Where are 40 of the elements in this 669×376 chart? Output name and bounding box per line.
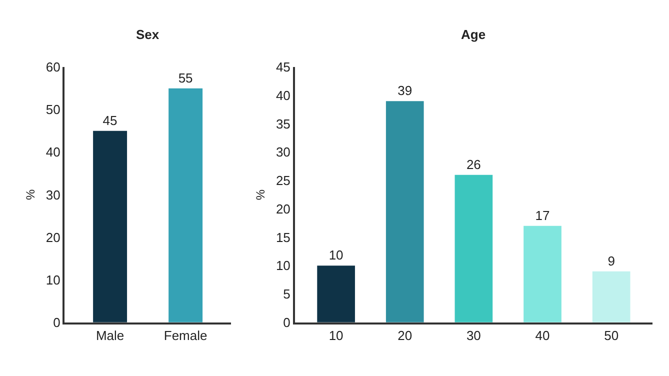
y-tick-label: 20 bbox=[46, 230, 60, 245]
y-tick-label: 50 bbox=[46, 102, 60, 118]
y-tick-label: 30 bbox=[46, 187, 60, 202]
x-tick-label: 20 bbox=[398, 328, 412, 343]
bar bbox=[524, 226, 562, 322]
data-label: 10 bbox=[328, 248, 344, 263]
x-tick-label: 40 bbox=[535, 328, 550, 343]
y-tick-label: 10 bbox=[46, 272, 60, 288]
data-label: 17 bbox=[535, 208, 550, 223]
bar bbox=[592, 271, 630, 322]
x-tick-label: 10 bbox=[328, 328, 344, 343]
chart-title: Age bbox=[461, 27, 486, 42]
data-label: 39 bbox=[398, 83, 412, 98]
y-axis-title: % bbox=[254, 189, 268, 200]
y-tick-label: 40 bbox=[46, 144, 60, 160]
x-tick-label: Female bbox=[164, 328, 208, 343]
y-axis-title: % bbox=[24, 189, 38, 200]
data-label: 9 bbox=[608, 253, 615, 268]
y-tick-label: 15 bbox=[276, 230, 290, 245]
y-tick-label: 20 bbox=[276, 201, 290, 216]
y-tick-label: 0 bbox=[53, 314, 60, 330]
y-tick-label: 35 bbox=[276, 116, 290, 132]
y-tick-label: 30 bbox=[276, 144, 290, 160]
bar bbox=[317, 266, 355, 322]
chart-title: Sex bbox=[136, 27, 160, 42]
bar bbox=[386, 101, 424, 322]
y-tick-label: 25 bbox=[276, 173, 290, 188]
x-tick-label: 30 bbox=[466, 328, 481, 343]
y-tick-label: 5 bbox=[283, 286, 290, 302]
y-tick-label: 60 bbox=[46, 60, 60, 75]
y-tick-label: 45 bbox=[276, 60, 290, 75]
y-tick-label: 0 bbox=[283, 314, 290, 330]
data-label: 55 bbox=[178, 70, 193, 86]
y-tick-label: 40 bbox=[276, 88, 290, 103]
y-tick-label: 10 bbox=[276, 258, 290, 274]
data-label: 26 bbox=[466, 156, 481, 172]
data-label: 45 bbox=[102, 112, 118, 128]
x-tick-label: Male bbox=[96, 328, 124, 343]
bar bbox=[454, 174, 493, 322]
x-tick-label: 50 bbox=[604, 328, 619, 343]
